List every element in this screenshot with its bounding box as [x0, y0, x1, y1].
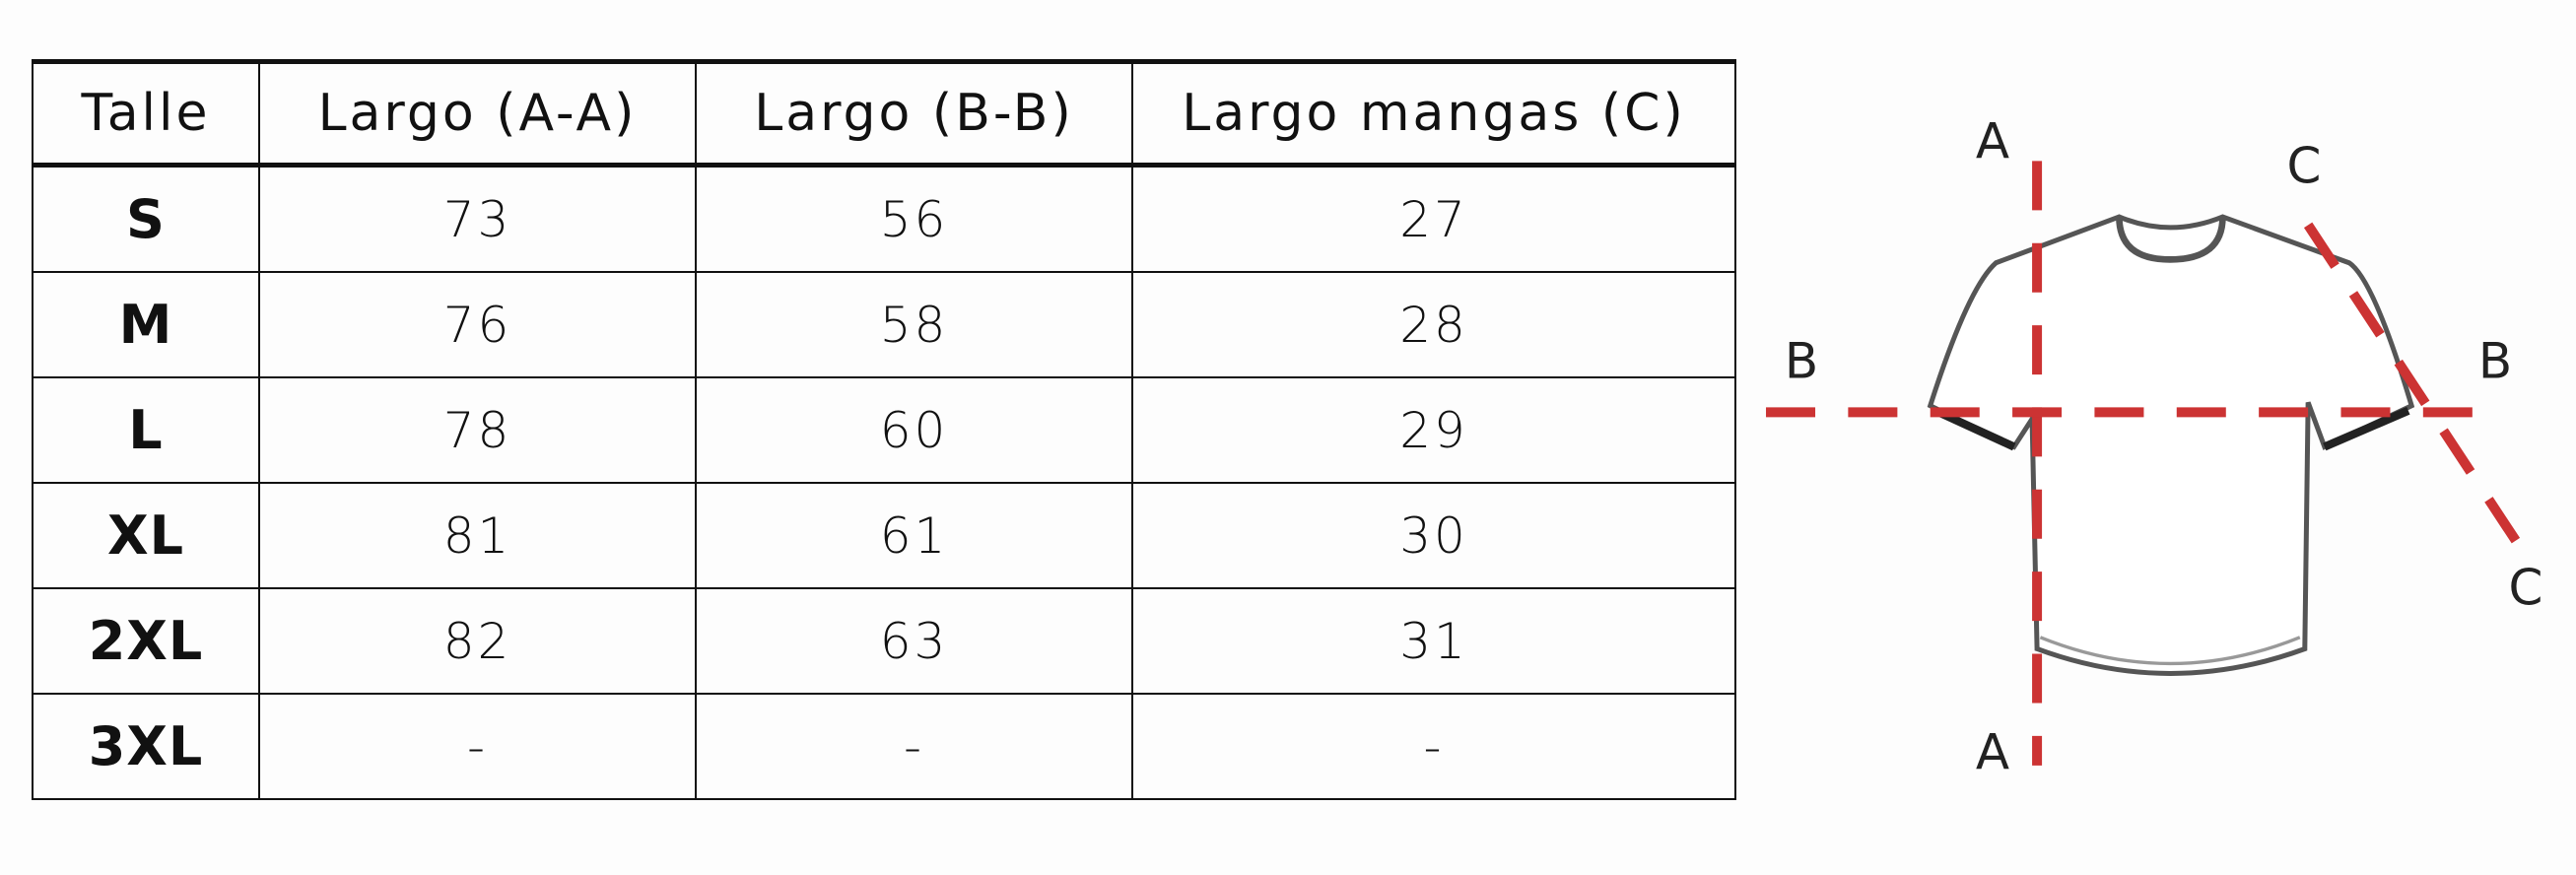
size-cell: L	[32, 376, 260, 484]
header-cell: Largo (B-B)	[695, 59, 1133, 168]
measure-cell: 81	[258, 482, 697, 589]
measure-cell: 28	[1131, 271, 1736, 378]
header-cell: Talle	[32, 59, 260, 168]
size-cell: S	[32, 164, 260, 273]
measure-cell: 31	[1131, 587, 1736, 695]
size-table: Talle Largo (A-A) Largo (B-B) Largo mangas …	[32, 59, 1736, 800]
table-row: 2XL 82 63 31	[32, 587, 1736, 695]
table-row: M 76 58 28	[32, 271, 1736, 378]
measure-cell: 30	[1131, 482, 1736, 589]
measure-cell: 58	[695, 271, 1133, 378]
label-b: B	[1785, 333, 1818, 390]
measure-cell: 82	[258, 587, 697, 695]
measure-cell: 27	[1131, 164, 1736, 273]
measure-cell: 76	[258, 271, 697, 378]
label-c: C	[2287, 138, 2322, 195]
label-c: C	[2509, 560, 2543, 617]
measure-cell: 29	[1131, 376, 1736, 484]
size-cell: M	[32, 271, 260, 378]
table-row: XL 81 61 30	[32, 482, 1736, 589]
measure-cell: 56	[695, 164, 1133, 273]
measure-cell: 61	[695, 482, 1133, 589]
size-cell: 3XL	[32, 693, 260, 800]
measure-cell: -	[258, 693, 697, 800]
header-row: Talle Largo (A-A) Largo (B-B) Largo mangas …	[32, 59, 1736, 168]
measure-cell: 78	[258, 376, 697, 484]
table-row: 3XL - - -	[32, 693, 1736, 800]
label-a: A	[1976, 724, 2009, 781]
measure-cell: 73	[258, 164, 697, 273]
table-row: S 73 56 27	[32, 164, 1736, 273]
measure-cell: -	[1131, 693, 1736, 800]
table-row: L 78 60 29	[32, 376, 1736, 484]
measure-cell: 60	[695, 376, 1133, 484]
table-body: S 73 56 27 M 76 58 28 L 78 60 29 XL 81 61 30 2XL 82 63 31 3X…	[32, 164, 1736, 800]
label-b: B	[2478, 333, 2512, 390]
measure-cell: 63	[695, 587, 1133, 695]
size-cell: 2XL	[32, 587, 260, 695]
header-cell: Largo (A-A)	[258, 59, 697, 168]
shirt	[1766, 161, 2522, 766]
label-a: A	[1976, 113, 2009, 170]
header-cell: Largo mangas (C)	[1131, 59, 1736, 168]
measure-cell: -	[695, 693, 1133, 800]
size-cell: XL	[32, 482, 260, 589]
